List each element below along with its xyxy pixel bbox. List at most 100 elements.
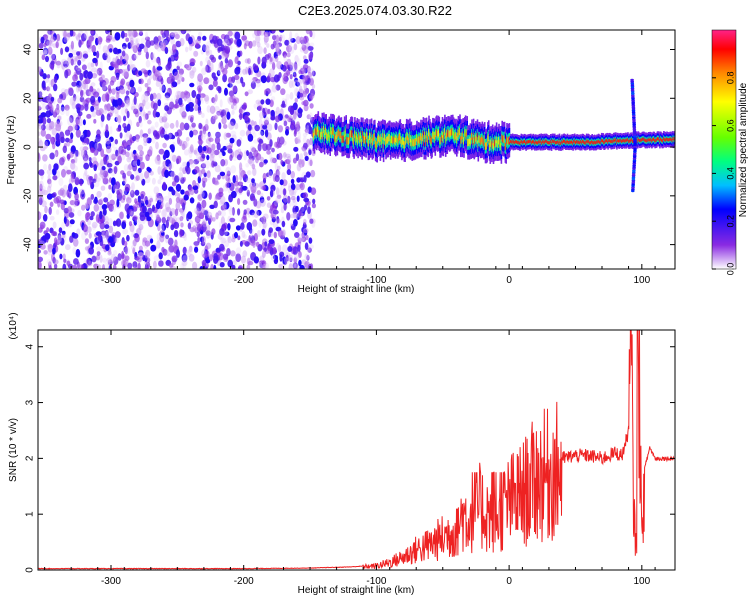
ridge-cell [378, 135, 381, 143]
noise-blob [208, 77, 214, 84]
noise-blob [74, 95, 81, 103]
noise-blob [61, 168, 66, 178]
noise-blob [167, 237, 174, 246]
noise-blob [99, 198, 104, 204]
noise-blob [302, 90, 307, 98]
noise-blob [224, 240, 230, 248]
noise-blob [68, 138, 73, 144]
noise-blob [173, 221, 180, 229]
noise-blob [46, 30, 51, 37]
noise-blob [193, 149, 198, 156]
noise-blob [206, 41, 212, 49]
noise-blob [138, 225, 142, 234]
noise-blob [215, 131, 221, 139]
noise-blob [181, 111, 187, 116]
spike-cell [631, 95, 635, 99]
noise-blob [79, 146, 85, 152]
noise-blob [105, 124, 109, 133]
noise-blob [231, 237, 236, 243]
ridge-cell [474, 136, 476, 144]
noise-blob [258, 138, 264, 144]
spike-cell [632, 153, 637, 157]
noise-blob [164, 169, 170, 178]
noise-blob [289, 31, 293, 40]
noise-blob [149, 197, 153, 203]
noise-blob [87, 62, 93, 70]
noise-blob [38, 104, 42, 110]
noise-blob [227, 223, 231, 231]
noise-blob [47, 243, 53, 249]
noise-blob [168, 163, 174, 170]
noise-blob [179, 167, 183, 172]
noise-blob [293, 219, 298, 227]
noise-blob [129, 79, 135, 88]
spike-cell [632, 165, 636, 169]
noise-blob [231, 264, 236, 269]
noise-blob [143, 135, 149, 144]
noise-blob [87, 47, 92, 53]
ridge-cell [507, 137, 510, 145]
ridge-cell [365, 136, 367, 145]
noise-blob [50, 96, 55, 102]
noise-blob [70, 159, 76, 164]
noise-blob [104, 129, 110, 139]
noise-blob [173, 94, 178, 102]
noise-blob [151, 177, 156, 185]
noise-blob [275, 34, 280, 43]
noise-blob [110, 253, 116, 262]
noise-blob [281, 220, 286, 228]
noise-blob [75, 55, 79, 62]
noise-blob [53, 83, 58, 92]
noise-blob [55, 41, 59, 49]
noise-blob [169, 101, 175, 110]
noise-blob [240, 255, 247, 264]
noise-blob [129, 87, 135, 93]
noise-blob [57, 97, 63, 104]
noise-blob [168, 216, 173, 223]
noise-blob [181, 106, 185, 111]
noise-blob [179, 208, 183, 215]
spike-cell [631, 104, 636, 107]
noise-blob [293, 110, 297, 120]
noise-blob [296, 163, 302, 172]
x-tick-label: -200 [234, 576, 254, 587]
noise-blob [225, 173, 230, 182]
noise-blob [48, 163, 52, 171]
noise-blob [140, 37, 146, 44]
noise-blob [222, 145, 228, 151]
noise-blob [269, 68, 275, 77]
noise-blob [118, 60, 124, 66]
spike-cell [631, 92, 635, 95]
noise-blob [62, 233, 66, 239]
noise-blob [139, 43, 145, 50]
spike-cell [633, 143, 637, 147]
noise-blob [109, 199, 115, 206]
noise-blob [38, 142, 41, 147]
noise-blob [164, 92, 171, 99]
noise-blob [182, 145, 186, 151]
noise-blob [90, 147, 95, 154]
noise-blob [234, 67, 241, 75]
noise-blob [53, 237, 58, 245]
noise-blob [90, 193, 95, 200]
noise-blob [208, 254, 214, 262]
noise-blob [212, 217, 216, 222]
noise-blob [96, 129, 101, 136]
noise-blob [128, 32, 135, 40]
noise-blob [123, 115, 127, 122]
ridge-cell [404, 141, 406, 149]
noise-blob [47, 102, 53, 110]
noise-blob [40, 36, 45, 44]
noise-blob [261, 263, 268, 269]
noise-blob [266, 123, 273, 132]
noise-blob [106, 113, 111, 121]
noise-blob [63, 37, 69, 43]
noise-blob [55, 60, 62, 66]
noise-blob [68, 183, 73, 193]
noise-blob [309, 112, 313, 121]
spectrogram-heatmap [38, 30, 675, 269]
noise-blob [113, 166, 118, 175]
noise-blob [113, 47, 118, 55]
ridge-cell [486, 141, 488, 150]
noise-blob [283, 54, 288, 62]
